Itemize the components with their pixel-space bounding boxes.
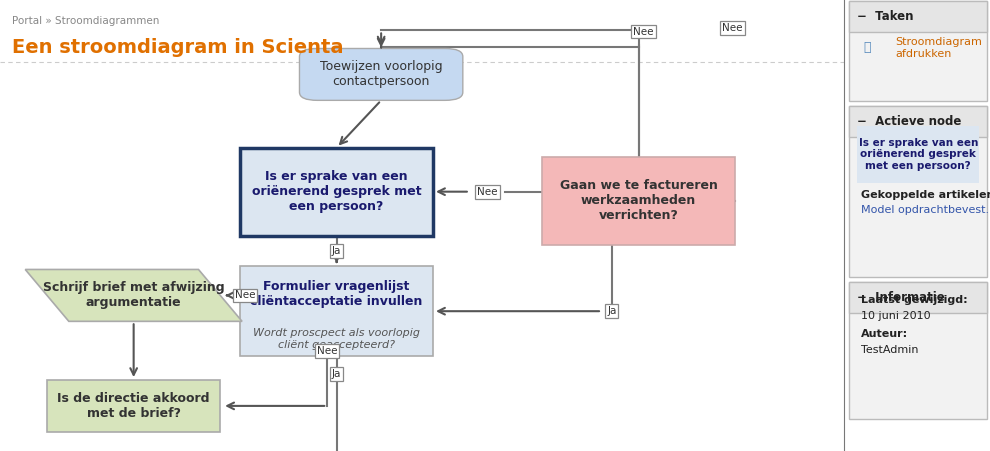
Bar xyxy=(241,266,434,356)
Text: −  Actieve node: − Actieve node xyxy=(857,115,961,128)
Text: Ja: Ja xyxy=(607,306,617,316)
Text: Auteur:: Auteur: xyxy=(861,329,909,339)
Text: Model opdrachtbevest...: Model opdrachtbevest... xyxy=(861,205,990,215)
Text: Laatst gewijzigd:: Laatst gewijzigd: xyxy=(861,295,968,305)
Text: Wordt proscpect als voorlopig
cliënt geaccepteerd?: Wordt proscpect als voorlopig cliënt gea… xyxy=(253,328,420,350)
Text: Gaan we te factureren
werkzaamheden
verrichten?: Gaan we te factureren werkzaamheden verr… xyxy=(559,179,718,222)
Text: 🖨: 🖨 xyxy=(863,41,871,54)
Text: Is er sprake van een
oriënerend gesprek met
een persoon?: Is er sprake van een oriënerend gesprek … xyxy=(251,170,422,213)
Text: Nee: Nee xyxy=(477,187,498,197)
Text: Ja: Ja xyxy=(332,246,342,256)
Bar xyxy=(849,1,987,101)
Text: Ja: Ja xyxy=(332,369,342,379)
Bar xyxy=(849,106,987,137)
Text: Nee: Nee xyxy=(235,290,255,300)
Text: afdrukken: afdrukken xyxy=(895,49,951,59)
FancyBboxPatch shape xyxy=(299,49,463,101)
Bar xyxy=(241,148,434,236)
Text: Nee: Nee xyxy=(723,23,742,33)
Text: Een stroomdiagram in Scienta: Een stroomdiagram in Scienta xyxy=(12,38,344,57)
Text: −  Taken: − Taken xyxy=(857,10,914,23)
Text: Formulier vragenlijst
cliëntacceptatie invullen: Formulier vragenlijst cliëntacceptatie i… xyxy=(250,280,423,308)
Bar xyxy=(543,156,735,244)
Polygon shape xyxy=(26,270,242,321)
Bar xyxy=(849,106,987,277)
Text: 10 juni 2010: 10 juni 2010 xyxy=(861,311,931,321)
Bar xyxy=(48,380,220,432)
Bar xyxy=(849,282,987,419)
Text: Stroomdiagram: Stroomdiagram xyxy=(895,37,982,47)
Bar xyxy=(849,282,987,313)
Text: −  Informatie: − Informatie xyxy=(857,291,945,304)
Text: Portal » Stroomdiagrammen: Portal » Stroomdiagrammen xyxy=(12,16,159,26)
Text: Is er sprake van een
oriënerend gesprek
met een persoon?: Is er sprake van een oriënerend gesprek … xyxy=(858,138,978,171)
Text: Toewijzen voorlopig
contactpersoon: Toewijzen voorlopig contactpersoon xyxy=(320,60,443,88)
Text: Gekoppelde artikelen: Gekoppelde artikelen xyxy=(861,190,990,200)
Text: Nee: Nee xyxy=(317,345,338,356)
Bar xyxy=(849,1,987,32)
Text: Schrijf brief met afwijzing
argumentatie: Schrijf brief met afwijzing argumentatie xyxy=(43,281,225,309)
Text: Nee: Nee xyxy=(634,27,653,37)
Text: TestAdmin: TestAdmin xyxy=(861,345,919,355)
Bar xyxy=(857,126,979,183)
Text: Is de directie akkoord
met de brief?: Is de directie akkoord met de brief? xyxy=(57,392,210,420)
